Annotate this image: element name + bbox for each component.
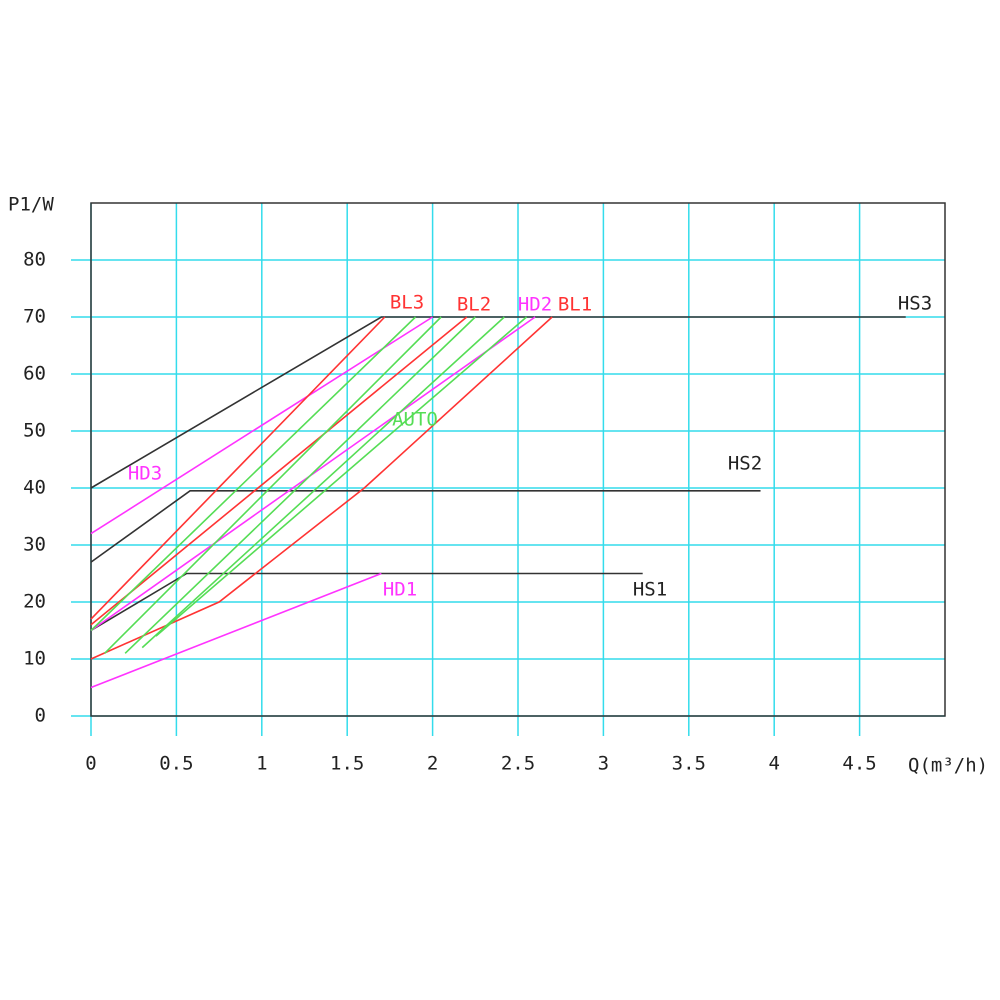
series-label: BL1: [558, 294, 592, 316]
series-line: [90, 572, 382, 689]
y-tick-label: 0: [35, 705, 46, 727]
series-line: [90, 316, 386, 620]
x-tick-label: 4: [768, 753, 779, 775]
x-tick-label: 2.5: [501, 753, 535, 775]
y-tick-label: 30: [23, 534, 46, 556]
x-tick-label: 1.5: [330, 753, 364, 775]
y-tick-label: 60: [23, 363, 46, 385]
x-axis-label: Q(m³/h): [908, 755, 988, 777]
series-line: [90, 316, 434, 535]
series-line: [90, 316, 468, 626]
series-label: HD1: [383, 579, 417, 601]
series-label: HD3: [128, 463, 162, 485]
x-tick-label: 3: [598, 753, 609, 775]
y-tick-label: 80: [23, 249, 46, 271]
x-tick-label: 2: [427, 753, 438, 775]
y-tick-label: 50: [23, 420, 46, 442]
series-line: [90, 572, 643, 632]
series-line: [90, 316, 553, 660]
series-label: HS3: [898, 293, 932, 315]
y-tick-label: 10: [23, 648, 46, 670]
series-label: AUTO: [392, 409, 438, 431]
series-label: HS2: [728, 453, 762, 475]
x-tick-label: 3.5: [672, 753, 706, 775]
x-tick-label: 4.5: [842, 753, 876, 775]
series-label: HD2: [518, 294, 552, 316]
series-line: [90, 316, 906, 489]
y-axis-label: P1/W: [8, 194, 54, 216]
x-tick-label: 0.5: [159, 753, 193, 775]
plot-frame: [90, 202, 946, 717]
series-label: BL2: [457, 294, 491, 316]
x-tick-label: 0: [85, 753, 96, 775]
y-tick-label: 20: [23, 591, 46, 613]
y-tick-label: 40: [23, 477, 46, 499]
series-line: [90, 316, 528, 654]
series-label: HS1: [633, 579, 667, 601]
series-label: BL3: [390, 292, 424, 314]
series-line: [90, 490, 761, 563]
y-tick-label: 70: [23, 306, 46, 328]
x-tick-label: 1: [256, 753, 267, 775]
